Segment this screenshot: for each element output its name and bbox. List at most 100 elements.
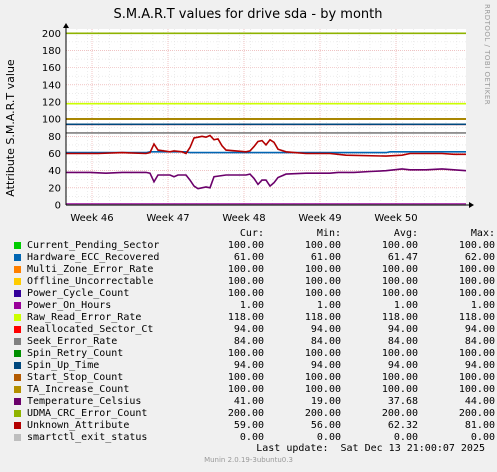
series-line-temperature-celsius: [66, 168, 467, 190]
legend-max-value: 94.00: [464, 324, 495, 335]
legend-min-value: 94.00: [310, 360, 341, 371]
legend-row-temperature-celsius: Temperature_Celsius 41.00 19.00 37.68 44.00: [14, 396, 495, 408]
legend-min-value: 100.00: [304, 288, 341, 299]
x-tick-label: Week 46: [70, 213, 113, 224]
legend-min-value: 100.00: [304, 348, 341, 359]
legend-cur-value: 0.00: [239, 432, 264, 443]
y-tick-label: 80: [48, 132, 61, 143]
legend-avg-value: 100.00: [381, 264, 418, 275]
legend-cur-value: 100.00: [227, 276, 264, 287]
legend-max-value: 100.00: [458, 240, 495, 251]
legend-cur-value: 100.00: [227, 240, 264, 251]
x-ticks: Week 46 Week 47 Week 48 Week 49 Week 50: [70, 213, 417, 224]
legend-avg-value: 118.00: [381, 312, 418, 323]
legend-cur-value: 100.00: [227, 384, 264, 395]
legend-min-value: 56.00: [310, 420, 341, 431]
y-tick-label: 160: [42, 63, 61, 74]
legend-cur-value: 41.00: [233, 396, 264, 407]
legend-cur-value: 100.00: [227, 288, 264, 299]
legend-swatch: [14, 302, 21, 309]
legend-row-spin-up-time: Spin_Up_Time 94.00 94.00 94.00 94.00: [14, 360, 495, 372]
munin-version: Munin 2.0.19-3ubuntu0.3: [204, 456, 293, 464]
legend-max-value: 118.00: [458, 312, 495, 323]
legend-swatch: [14, 254, 21, 261]
legend-swatch: [14, 422, 21, 429]
legend-max-value: 1.00: [470, 300, 495, 311]
legend-series-name: Spin_Up_Time: [27, 360, 100, 371]
legend-series-name: Raw_Read_Error_Rate: [27, 312, 142, 323]
last-update: Last update: Sat Dec 13 21:00:07 2025: [256, 443, 485, 454]
legend-avg-value: 0.00: [393, 432, 418, 443]
legend-series-name: Reallocated_Sector_Ct: [27, 324, 154, 335]
legend-avg-value: 37.68: [387, 396, 418, 407]
legend-row-multi-zone-error-rate: Multi_Zone_Error_Rate 100.00 100.00 100.00 1…: [14, 264, 495, 276]
legend-series-name: Power_Cycle_Count: [27, 288, 130, 299]
legend-swatch: [14, 314, 21, 321]
legend-row-ta-increase-count: TA_Increase_Count 100.00 100.00 100.00 100.0…: [14, 384, 495, 396]
series-lines: [66, 32, 467, 206]
legend-row-unknown-attribute: Unknown_Attribute 59.00 56.00 62.32 81.00: [14, 420, 495, 432]
legend-swatch: [14, 242, 21, 249]
x-tick-label: Week 48: [222, 213, 265, 224]
y-tick-label: 60: [48, 149, 61, 160]
legend-row-spin-retry-count: Spin_Retry_Count 100.00 100.00 100.00 100.00: [14, 348, 495, 360]
legend-max-value: 100.00: [458, 384, 495, 395]
y-axis-arrow: [63, 23, 69, 28]
series-line-hardware-ecc-recovered: [66, 151, 466, 154]
legend-avg-value: 100.00: [381, 288, 418, 299]
x-tick-label: Week 47: [146, 213, 189, 224]
legend-swatch: [14, 362, 21, 369]
legend-cur-value: 100.00: [227, 372, 264, 383]
y-tick-label: 20: [48, 183, 61, 194]
legend-swatch: [14, 374, 21, 381]
legend-header: Cur: Min: Avg: Max:: [14, 228, 495, 240]
legend-series-name: Offline_Uncorrectable: [27, 276, 154, 287]
rrdtool-credit: RRDTOOL / TOBI OETIKER: [483, 4, 491, 105]
legend-cur-value: 61.00: [233, 252, 264, 263]
y-tick-label: 40: [48, 166, 61, 177]
header-max: Max:: [470, 228, 495, 239]
legend-swatch: [14, 350, 21, 357]
plot-area: [66, 29, 466, 205]
legend-series-name: smartctl_exit_status: [27, 432, 148, 443]
grid: [65, 29, 466, 206]
legend-cur-value: 94.00: [233, 324, 264, 335]
y-tick-label: 180: [42, 46, 61, 57]
legend-min-value: 100.00: [304, 372, 341, 383]
legend-row-smartctl-exit-status: smartctl_exit_status 0.00 0.00 0.00 0.00: [14, 432, 495, 444]
y-tick-label: 0: [55, 201, 61, 212]
legend-series-name: Current_Pending_Sector: [27, 240, 160, 251]
legend-avg-value: 94.00: [387, 360, 418, 371]
legend-max-value: 84.00: [464, 336, 495, 347]
legend-series-name: TA_Increase_Count: [27, 384, 130, 395]
legend-swatch: [14, 434, 21, 441]
legend-max-value: 0.00: [470, 432, 495, 443]
legend-avg-value: 94.00: [387, 324, 418, 335]
legend-swatch: [14, 266, 21, 273]
legend-series-name: Unknown_Attribute: [27, 420, 130, 431]
legend-min-value: 100.00: [304, 264, 341, 275]
legend-series-name: Hardware_ECC_Recovered: [27, 252, 160, 263]
legend-row-seek-error-rate: Seek_Error_Rate 84.00 84.00 84.00 84.00: [14, 336, 495, 348]
legend-series-name: Multi_Zone_Error_Rate: [27, 264, 154, 275]
legend-avg-value: 84.00: [387, 336, 418, 347]
legend-avg-value: 100.00: [381, 372, 418, 383]
legend-avg-value: 100.00: [381, 276, 418, 287]
legend-row-current-pending-sector: Current_Pending_Sector 100.00 100.00 100.00…: [14, 240, 495, 252]
legend-max-value: 81.00: [464, 420, 495, 431]
legend-row-reallocated-sector-ct: Reallocated_Sector_Ct 94.00 94.00 94.00 94.0…: [14, 324, 495, 336]
y-tick-label: 200: [42, 29, 61, 40]
legend-avg-value: 200.00: [381, 408, 418, 419]
legend-max-value: 200.00: [458, 408, 495, 419]
legend-row-udma-crc-error-count: UDMA_CRC_Error_Count 200.00 200.00 200.00 20…: [14, 408, 495, 420]
legend-min-value: 100.00: [304, 384, 341, 395]
legend-min-value: 84.00: [310, 336, 341, 347]
legend-max-value: 94.00: [464, 360, 495, 371]
legend-cur-value: 94.00: [233, 360, 264, 371]
legend-min-value: 19.00: [310, 396, 341, 407]
legend-cur-value: 100.00: [227, 264, 264, 275]
x-tick-label: Week 49: [298, 213, 341, 224]
legend-max-value: 100.00: [458, 372, 495, 383]
legend-avg-value: 1.00: [393, 300, 418, 311]
legend-avg-value: 100.00: [381, 384, 418, 395]
